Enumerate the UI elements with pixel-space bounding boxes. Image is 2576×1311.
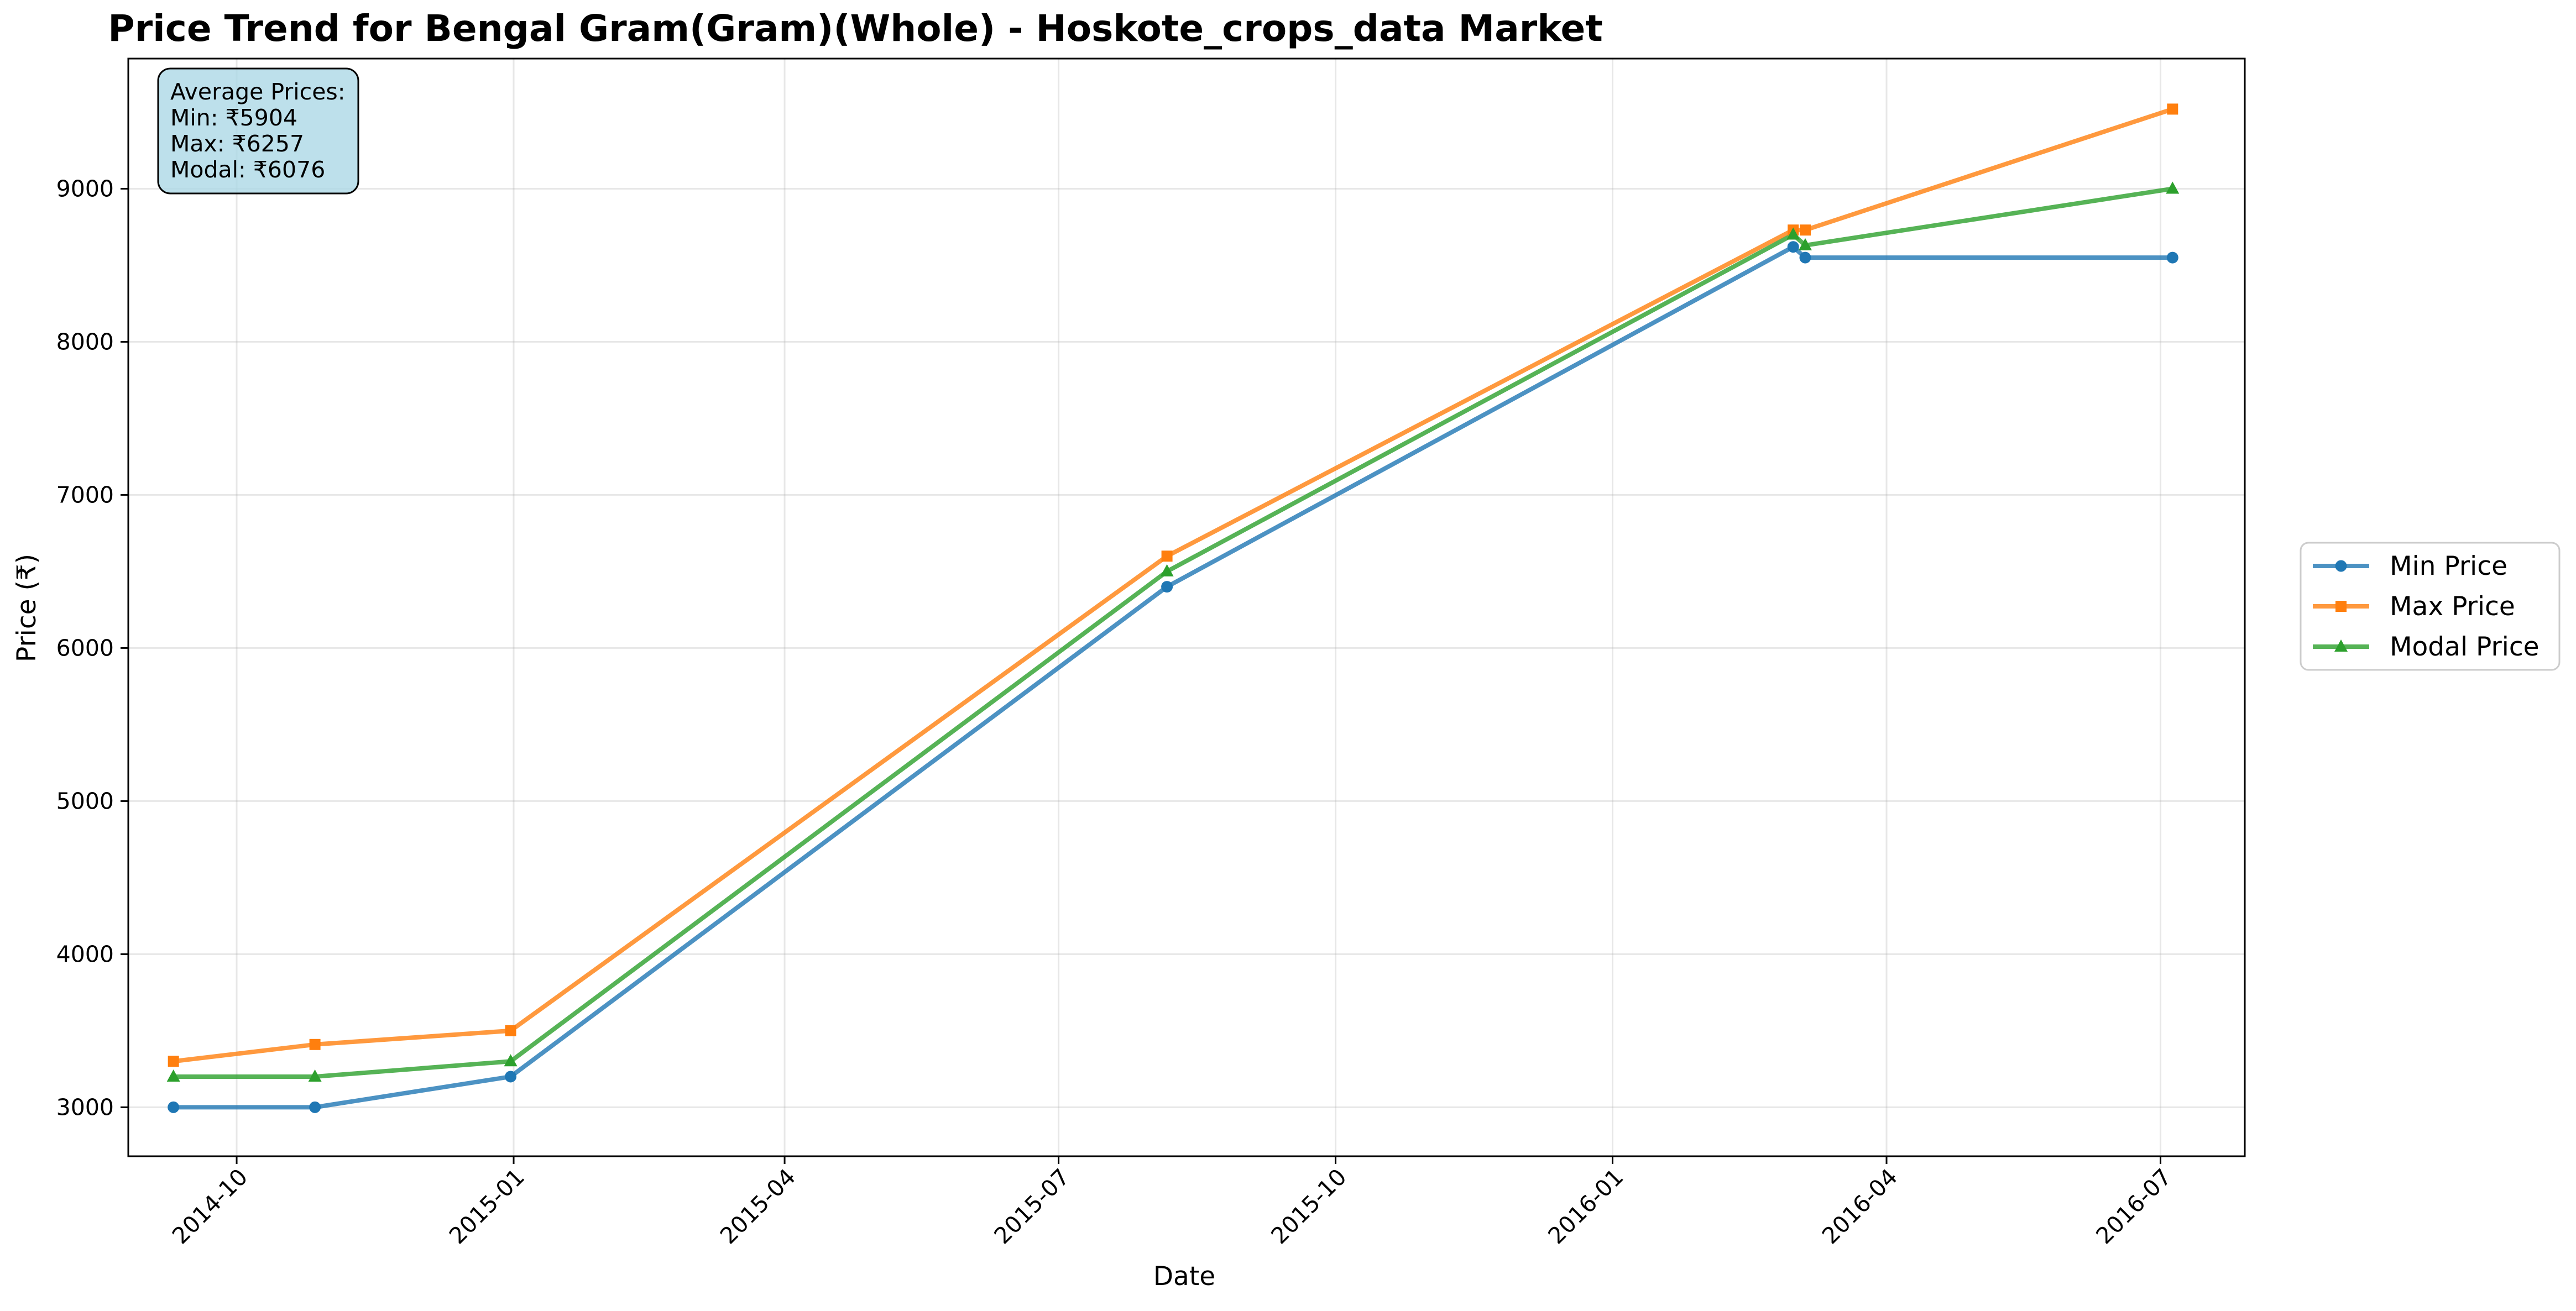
legend-label-min-price: Min Price <box>2390 551 2507 581</box>
legend-box <box>2300 542 2561 671</box>
max-price-point <box>1161 550 1173 562</box>
series-markers <box>166 103 2180 1113</box>
x-axis-label: Date <box>1153 1261 1215 1292</box>
legend-marker-min-price <box>2335 560 2347 572</box>
y-axis-ticks: 3000 4000 5000 6000 7000 8000 9000 <box>56 175 128 1120</box>
chart-title: Price Trend for Bengal Gram(Gram)(Whole)… <box>108 7 1603 50</box>
y-tick-label: 6000 <box>56 634 114 661</box>
modal-price-point <box>308 1069 322 1082</box>
min-price-point <box>1799 251 1811 264</box>
annotation-max: Max: ₹6257 <box>170 130 304 157</box>
annotation-modal: Modal: ₹6076 <box>170 156 325 183</box>
modal-price-point <box>1798 238 1812 250</box>
max-price-point <box>309 1039 321 1050</box>
y-axis-label: Price (₹) <box>12 554 42 662</box>
y-tick-label: 4000 <box>56 941 114 967</box>
y-tick-label: 8000 <box>56 328 114 355</box>
y-tick-label: 3000 <box>56 1094 114 1120</box>
legend-label-max-price: Max Price <box>2390 591 2515 622</box>
modal-price-point <box>1160 564 1174 576</box>
grid-lines <box>128 59 2245 1156</box>
plot-area <box>128 59 2245 1156</box>
average-prices-annotation: Average Prices: Min: ₹5904 Max: ₹6257 Mo… <box>157 67 359 195</box>
legend-items: Min Price Max Price Modal Price <box>2313 551 2540 662</box>
min-price-point <box>1787 241 1799 253</box>
modal-price-point <box>1786 227 1800 240</box>
modal-price-point <box>166 1069 180 1082</box>
y-tick-label: 5000 <box>56 788 114 814</box>
min-price-point <box>2166 251 2178 264</box>
legend-label-modal-price: Modal Price <box>2390 632 2540 662</box>
modal-price-point <box>504 1054 518 1067</box>
plot-frame <box>127 57 2246 1157</box>
y-tick-label: 7000 <box>56 481 114 508</box>
annotation-heading: Average Prices: <box>170 78 346 105</box>
min-price-point <box>505 1071 517 1083</box>
annotation-box <box>157 67 359 195</box>
max-price-point <box>1799 224 1811 236</box>
legend-marker-modal-price <box>2334 639 2348 652</box>
max-price-point <box>168 1056 179 1067</box>
modal-price-point <box>2166 181 2180 194</box>
max-price-point <box>505 1025 516 1036</box>
min-price-point <box>168 1101 180 1113</box>
min-price-point <box>1161 581 1173 593</box>
chart-legend: Min Price Max Price Modal Price <box>2300 542 2561 671</box>
max-price-point <box>2167 103 2178 115</box>
min-price-point <box>309 1101 321 1113</box>
annotation-min: Min: ₹5904 <box>170 104 297 131</box>
legend-marker-max-price <box>2335 601 2347 612</box>
y-tick-label: 9000 <box>56 175 114 202</box>
